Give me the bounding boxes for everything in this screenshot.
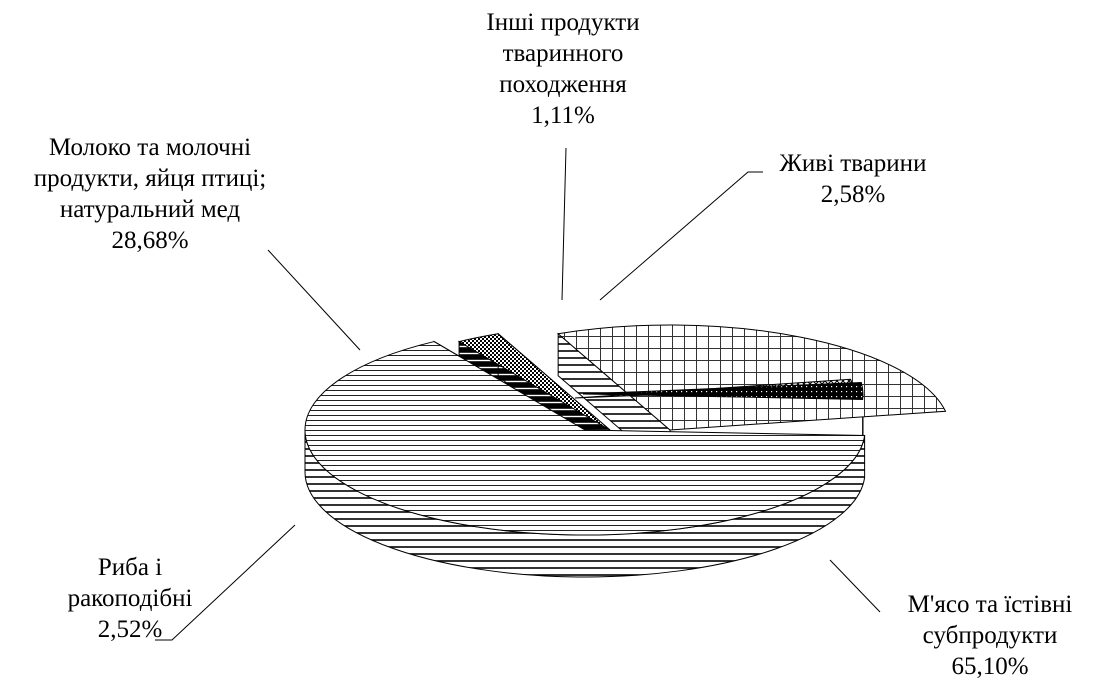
pie-slice bbox=[457, 333, 611, 431]
leader-line bbox=[561, 147, 567, 301]
slice-labels: М'ясо та їстівні субпродукти 65,10% Риба і р… bbox=[34, 9, 1073, 680]
slice-name-label: походження bbox=[499, 71, 627, 98]
slice-name-label: Молоко та молочні bbox=[49, 134, 251, 161]
leader-line bbox=[155, 524, 296, 641]
slice-name-label: Риба і bbox=[98, 554, 162, 581]
pie-slice bbox=[304, 341, 866, 536]
leader-line bbox=[829, 559, 881, 613]
slice-name-label: тваринного bbox=[503, 40, 624, 67]
slice-value-label: 2,58% bbox=[821, 181, 886, 208]
slice-name-label: субпродукти bbox=[923, 622, 1058, 649]
slice-label: Живі тварини 2,58% bbox=[780, 150, 927, 208]
slice-value-label: 2,52% bbox=[98, 616, 163, 643]
slice-name-label: натуральний мед bbox=[60, 196, 241, 223]
slice-value-label: 65,10% bbox=[951, 653, 1028, 680]
leader-line bbox=[599, 171, 763, 301]
slice-value-label: 1,11% bbox=[531, 102, 595, 129]
pie-slice bbox=[582, 381, 864, 401]
slice-label: Інші продукти тваринного походження 1,11% bbox=[486, 9, 639, 129]
slice-name-label: Живі тварини bbox=[780, 150, 927, 177]
pie-slice bbox=[557, 324, 947, 431]
leader-lines bbox=[155, 147, 881, 641]
leader-line bbox=[267, 249, 361, 351]
slice-name-label: продукти, яйця птиці; bbox=[34, 165, 266, 192]
slice-label: М'ясо та їстівні субпродукти 65,10% bbox=[908, 591, 1073, 680]
slice-name-label: М'ясо та їстівні bbox=[908, 591, 1073, 618]
pie-slices bbox=[304, 324, 947, 578]
slice-label: Риба і ракоподібні 2,52% bbox=[68, 554, 193, 643]
slice-value-label: 28,68% bbox=[111, 227, 188, 254]
slice-name-label: ракоподібні bbox=[68, 585, 193, 612]
slice-name-label: Інші продукти bbox=[486, 9, 639, 36]
slice-label: Молоко та молочні продукти, яйця птиці; на… bbox=[34, 134, 266, 254]
